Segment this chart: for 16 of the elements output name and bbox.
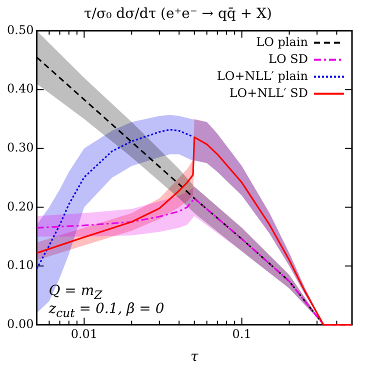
y-tick-label: 0.30	[7, 140, 34, 155]
y-tick-label: 0.50	[7, 22, 34, 37]
y-tick-label: 0.20	[7, 199, 34, 214]
x-axis-title: τ	[190, 349, 198, 366]
y-tick-label: 0.00	[7, 316, 34, 331]
y-tick-label: 0.40	[7, 82, 34, 96]
annotation: z$_{cut}$ = 0.1, β = 0	[48, 300, 164, 321]
chart-title: τ/σ₀ dσ/dτ (e⁺e⁻ → qq̄ + X)	[84, 6, 272, 22]
legend-label: LO plain	[256, 34, 308, 49]
legend-label: LO+NLL′ SD	[229, 86, 308, 100]
x-tick-label: 0.1	[232, 327, 252, 342]
legend-label: LO SD	[268, 52, 308, 66]
x-tick-label: 0.01	[70, 327, 98, 342]
legend-label: LO+NLL′ plain	[216, 68, 308, 83]
y-tick-label: 0.10	[7, 258, 34, 272]
annotation: Q = m$_{Z}$	[48, 282, 102, 302]
